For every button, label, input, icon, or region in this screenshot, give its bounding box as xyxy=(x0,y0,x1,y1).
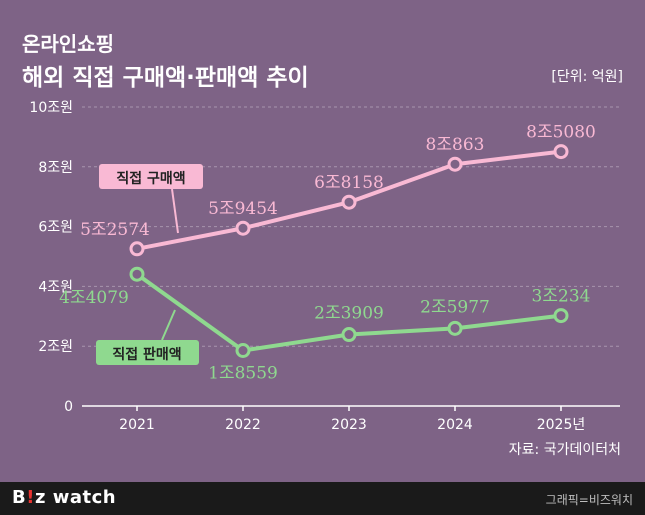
logo-suffix: z watch xyxy=(34,487,117,508)
data-label: 6조8158 xyxy=(314,173,384,193)
y-tick-label: 10조원 xyxy=(29,100,73,116)
source-label: 자료: 국가데이터처 xyxy=(508,442,621,458)
data-point xyxy=(447,320,463,336)
x-tick-label: 2021 xyxy=(119,417,155,433)
data-point xyxy=(341,194,357,210)
data-point xyxy=(129,266,145,282)
series-leader-line xyxy=(161,309,176,341)
data-point xyxy=(447,156,463,172)
y-tick-label: 8조원 xyxy=(38,160,73,176)
x-tick-label: 2025년 xyxy=(537,417,586,433)
data-label: 5조2574 xyxy=(80,220,150,240)
data-label: 4조4079 xyxy=(59,288,129,308)
data-label: 8조863 xyxy=(426,135,485,155)
series-label-box xyxy=(99,164,203,189)
footer-bar: B!z watch 그래픽=비즈워치 xyxy=(0,482,645,515)
data-label: 3조234 xyxy=(532,287,591,307)
series-leader-line xyxy=(171,188,179,234)
data-point xyxy=(341,327,357,343)
brand-logo: B!z watch xyxy=(12,487,116,508)
data-point xyxy=(553,308,569,324)
graphic-credit: 그래픽=비즈워치 xyxy=(545,493,633,507)
series-label-box xyxy=(96,340,199,365)
unit-label: [단위: 억원] xyxy=(551,69,623,85)
x-tick-label: 2024 xyxy=(437,417,473,433)
data-point xyxy=(235,343,251,359)
data-point xyxy=(129,241,145,257)
data-point xyxy=(235,220,251,236)
logo-prefix: B xyxy=(12,487,27,508)
x-tick-label: 2023 xyxy=(331,417,367,433)
y-tick-label: 2조원 xyxy=(38,339,73,355)
chart-title-line2: 해외 직접 구매액·판매액 추이 xyxy=(22,65,309,91)
data-label: 2조3909 xyxy=(314,304,384,324)
data-label: 8조5080 xyxy=(526,123,596,143)
x-tick-label: 2022 xyxy=(225,417,261,433)
data-label: 1조8559 xyxy=(208,364,278,384)
line-chart: 0 2조원 4조원 6조원 8조원 10조원 2021 2022 2023 2024 2025년 5조… xyxy=(29,100,620,433)
chart-title-line1: 온라인쇼핑 xyxy=(22,32,114,56)
data-label: 2조5977 xyxy=(420,297,490,317)
series-label: 직접 구매액 xyxy=(116,170,185,187)
y-tick-label: 0 xyxy=(64,399,73,415)
series-label: 직접 판매액 xyxy=(112,346,181,363)
data-point xyxy=(553,144,569,160)
y-tick-label: 6조원 xyxy=(38,220,73,236)
logo-dot: ! xyxy=(26,487,35,508)
y-tick-label: 4조원 xyxy=(38,279,73,295)
data-label: 5조9454 xyxy=(208,199,278,219)
